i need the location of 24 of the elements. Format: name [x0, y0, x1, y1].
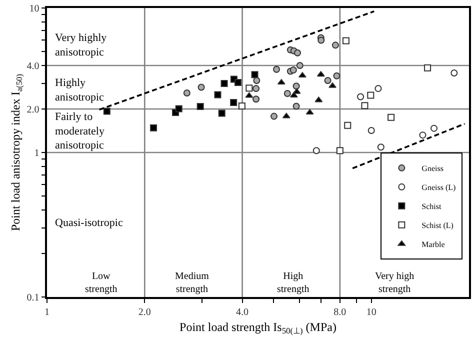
x-tick-label: 10 — [366, 306, 376, 318]
y-tick-label: 1 — [34, 148, 40, 159]
annotation: Low strength — [85, 271, 118, 295]
y-tick-label: 10 — [29, 4, 40, 14]
x-tick-label: 1 — [44, 306, 50, 318]
annotation: Very highly anisotropic — [55, 32, 108, 58]
legend-label: Marble — [422, 240, 446, 250]
y-tick-label: 0.1 — [26, 292, 40, 304]
annotation: Medium strength — [175, 271, 210, 295]
x-tick-label: 2.0 — [138, 306, 151, 318]
y-tick-label: 4.0 — [26, 61, 40, 72]
annotation: Very high strength — [375, 271, 414, 295]
annotation: High strength — [277, 271, 310, 295]
x-tick-label: 8.0 — [334, 306, 346, 318]
annotation: Quasi-isotropic — [55, 217, 123, 229]
legend-label: Schist (L) — [422, 221, 454, 230]
x-axis-title: Point load strength Is$_{50(⊥)}$ (MPa) — [180, 320, 336, 336]
legend-label: Gneiss (L) — [422, 183, 456, 192]
y-tick-label: 2.0 — [26, 104, 40, 116]
annotation: Highly anisotropic — [55, 77, 104, 104]
legend-label: Gneiss — [422, 164, 444, 174]
legend-label: Schist — [422, 202, 442, 212]
x-tick-label: 4.0 — [236, 306, 249, 318]
annotation: Fairly to moderately anisotropic — [55, 111, 105, 152]
